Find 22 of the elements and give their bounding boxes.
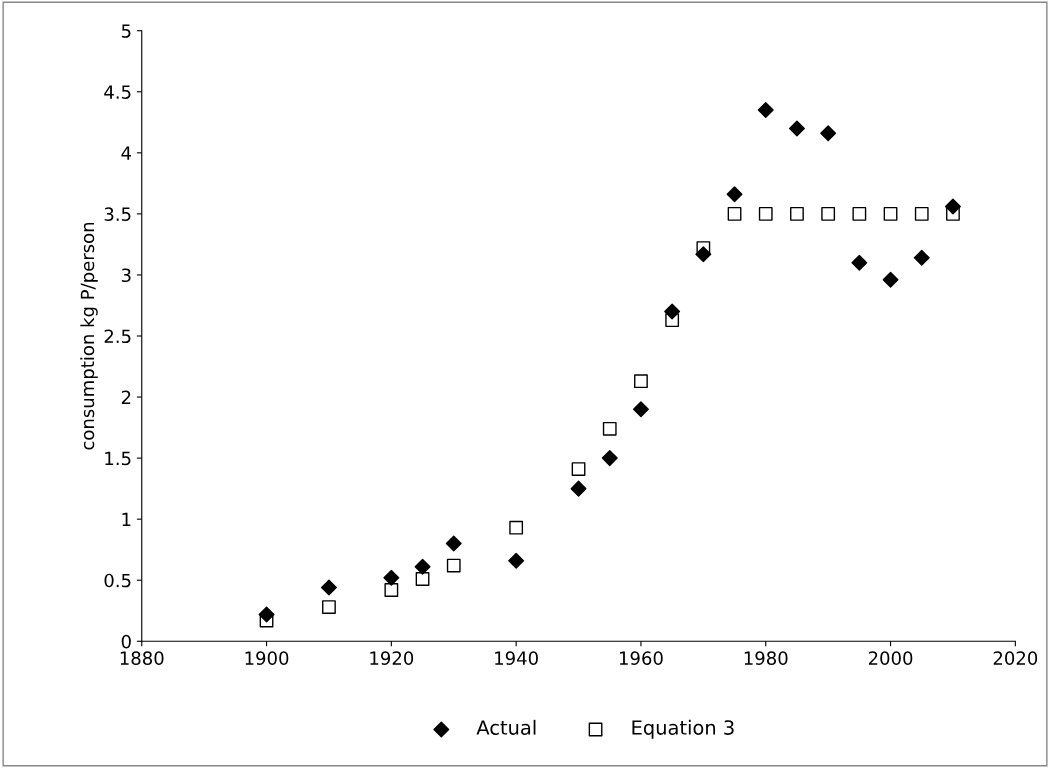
x-tick-label: 1900 bbox=[245, 651, 289, 665]
x-tick-label: 1980 bbox=[744, 651, 788, 665]
y-tick-label: 4.5 bbox=[104, 85, 131, 99]
y-tick-label: 2 bbox=[121, 390, 131, 404]
y-tick-label: 4 bbox=[121, 146, 132, 160]
x-tick-label: 1880 bbox=[120, 651, 164, 665]
x-tick-label: 1920 bbox=[370, 651, 414, 665]
y-tick-label: 3 bbox=[121, 268, 131, 283]
y-tick-label: 0 bbox=[121, 634, 131, 649]
y-tick-label: 2.5 bbox=[104, 329, 131, 344]
y-axis-title: consumption kg P/person bbox=[80, 222, 98, 450]
x-tick-label: 1960 bbox=[619, 651, 663, 665]
legend-label: Equation 3 bbox=[632, 719, 734, 739]
y-tick-label: 5 bbox=[121, 24, 131, 38]
y-tick-label: 3.5 bbox=[104, 207, 131, 221]
y-tick-label: 1.5 bbox=[105, 451, 131, 466]
x-tick-label: 2000 bbox=[868, 651, 913, 665]
x-tick-label: 1940 bbox=[495, 651, 538, 665]
y-tick-label: 0.5 bbox=[104, 573, 131, 588]
x-tick-label: 2020 bbox=[993, 651, 1038, 665]
y-tick-label: 1 bbox=[122, 512, 131, 527]
legend-label: Actual bbox=[476, 719, 536, 735]
